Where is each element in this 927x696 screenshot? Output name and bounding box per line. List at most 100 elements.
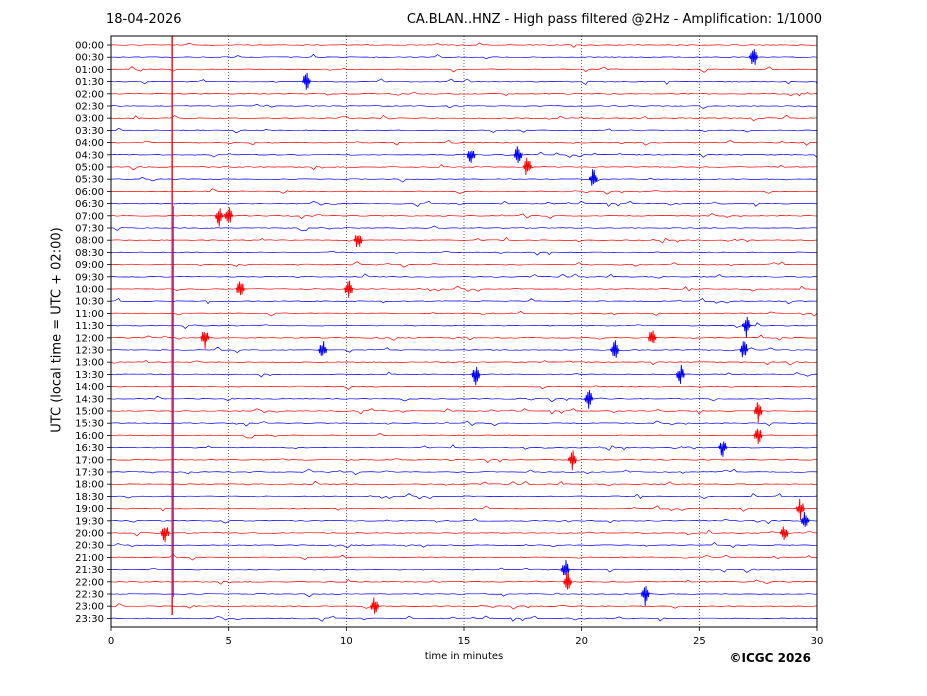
event-16:30-22 xyxy=(718,441,728,457)
y-tick-label-02:30: 02:30 xyxy=(75,102,104,113)
trace-18:30 xyxy=(110,493,818,500)
event-04:30-3 xyxy=(513,146,523,164)
trace-19:30 xyxy=(110,518,818,525)
y-tick-label-15:00: 15:00 xyxy=(75,407,104,418)
trace-07:30 xyxy=(110,225,818,231)
x-ticks: 0 5 10 15 20 25 30 xyxy=(108,627,824,647)
y-tick-label-19:30: 19:30 xyxy=(75,516,104,527)
trace-23:00 xyxy=(110,603,817,610)
trace-05:30 xyxy=(110,176,818,183)
x-tick-label-30: 30 xyxy=(811,636,824,647)
y-tick-label-01:30: 01:30 xyxy=(75,77,104,88)
trace-02:00 xyxy=(110,91,818,97)
x-tick-label-10: 10 xyxy=(340,636,353,647)
event-20:00-27 xyxy=(779,526,789,540)
plot-title: CA.BLAN..HNZ - High pass filtered @2Hz -… xyxy=(406,12,822,27)
event-11:30-11 xyxy=(741,316,751,338)
trace-16:00 xyxy=(110,433,818,439)
trace-04:00 xyxy=(110,139,818,146)
x-tick-label-5: 5 xyxy=(225,636,231,647)
y-tick-label-23:30: 23:30 xyxy=(75,614,104,625)
y-tick-label-06:30: 06:30 xyxy=(75,199,104,210)
trace-23:30 xyxy=(110,615,818,622)
y-tick-label-20:00: 20:00 xyxy=(75,529,104,540)
trace-00:30 xyxy=(110,53,818,60)
y-tick-label-19:00: 19:00 xyxy=(75,504,104,515)
event-17:00-23 xyxy=(567,450,577,471)
y-tick-label-11:00: 11:00 xyxy=(75,309,104,320)
trace-02:30 xyxy=(110,103,818,109)
trace-11:00 xyxy=(110,310,818,317)
y-tick-label-05:00: 05:00 xyxy=(75,163,104,174)
x-tick-label-15: 15 xyxy=(458,636,471,647)
trace-14:30 xyxy=(110,395,818,403)
event-23:00-31 xyxy=(370,597,380,614)
y-tick-label-08:00: 08:00 xyxy=(75,236,104,247)
trace-20:30 xyxy=(110,542,818,549)
trace-11:30 xyxy=(110,322,818,329)
event-20:00-26 xyxy=(160,527,170,543)
event-12:30-16 xyxy=(739,341,749,358)
y-tick-label-09:00: 09:00 xyxy=(75,260,104,271)
y-tick-label-22:00: 22:00 xyxy=(75,577,104,588)
y-tick-label-15:30: 15:30 xyxy=(75,419,104,430)
plot-frame xyxy=(110,35,818,628)
trace-10:30 xyxy=(110,297,818,305)
trace-06:30 xyxy=(110,200,818,207)
y-tick-label-04:30: 04:30 xyxy=(75,150,104,161)
y-tick-label-22:30: 22:30 xyxy=(75,590,104,601)
y-tick-label-23:00: 23:00 xyxy=(75,602,104,613)
y-tick-label-00:30: 00:30 xyxy=(75,53,104,64)
trace-19:00 xyxy=(110,505,818,512)
event-19:00-24 xyxy=(796,498,805,520)
trace-00:00 xyxy=(110,42,817,48)
y-tick-label-04:00: 04:00 xyxy=(75,138,104,149)
event-group xyxy=(160,36,810,615)
y-tick-label-11:30: 11:30 xyxy=(75,321,104,332)
y-tick-label-16:30: 16:30 xyxy=(75,443,104,454)
y-tick-label-03:00: 03:00 xyxy=(75,114,104,125)
event-04:30-2 xyxy=(466,150,476,163)
event-05:00-4 xyxy=(523,157,532,176)
trace-22:30 xyxy=(110,592,818,598)
x-tick-label-0: 0 xyxy=(108,636,114,647)
trace-15:30 xyxy=(110,420,818,427)
trace-03:00 xyxy=(110,114,817,122)
trace-08:00 xyxy=(110,236,817,244)
x-tick-label-20: 20 xyxy=(575,636,588,647)
y-tick-label-21:30: 21:30 xyxy=(75,565,104,576)
y-tick-label-02:00: 02:00 xyxy=(75,89,104,100)
trace-12:00 xyxy=(110,334,818,341)
trace-05:00 xyxy=(110,164,818,171)
trace-13:00 xyxy=(110,359,818,366)
event-12:30-15 xyxy=(610,340,620,358)
event-16:00-21 xyxy=(753,428,763,444)
y-tick-label-10:00: 10:00 xyxy=(75,285,104,296)
trace-21:30 xyxy=(110,567,817,573)
event-12:30-14 xyxy=(318,341,328,356)
plot-date: 18-04-2026 xyxy=(106,12,182,27)
event-10:00-10 xyxy=(344,280,354,298)
y-tick-label-00:00: 00:00 xyxy=(75,41,104,52)
trace-18:00 xyxy=(110,480,818,486)
trace-16:30 xyxy=(110,444,818,451)
y-tick-label-17:00: 17:00 xyxy=(75,455,104,466)
grid-lines xyxy=(228,36,700,627)
event-13:30-18 xyxy=(676,364,685,384)
y-tick-label-12:00: 12:00 xyxy=(75,333,104,344)
y-tick-label-21:00: 21:00 xyxy=(75,553,104,564)
trace-20:00 xyxy=(110,529,818,537)
event-12:00-13 xyxy=(647,330,657,344)
trace-17:30 xyxy=(110,468,818,476)
y-tick-label-12:30: 12:30 xyxy=(75,346,104,357)
event-08:00-8 xyxy=(353,235,363,248)
trace-21:00 xyxy=(110,554,817,561)
trace-09:30 xyxy=(110,273,818,279)
event-15:00-20 xyxy=(753,402,763,423)
y-tick-label-10:30: 10:30 xyxy=(75,297,104,308)
event-21:30-28 xyxy=(560,559,570,576)
y-tick-label-08:30: 08:30 xyxy=(75,248,104,259)
event-22:00-29 xyxy=(563,572,572,590)
